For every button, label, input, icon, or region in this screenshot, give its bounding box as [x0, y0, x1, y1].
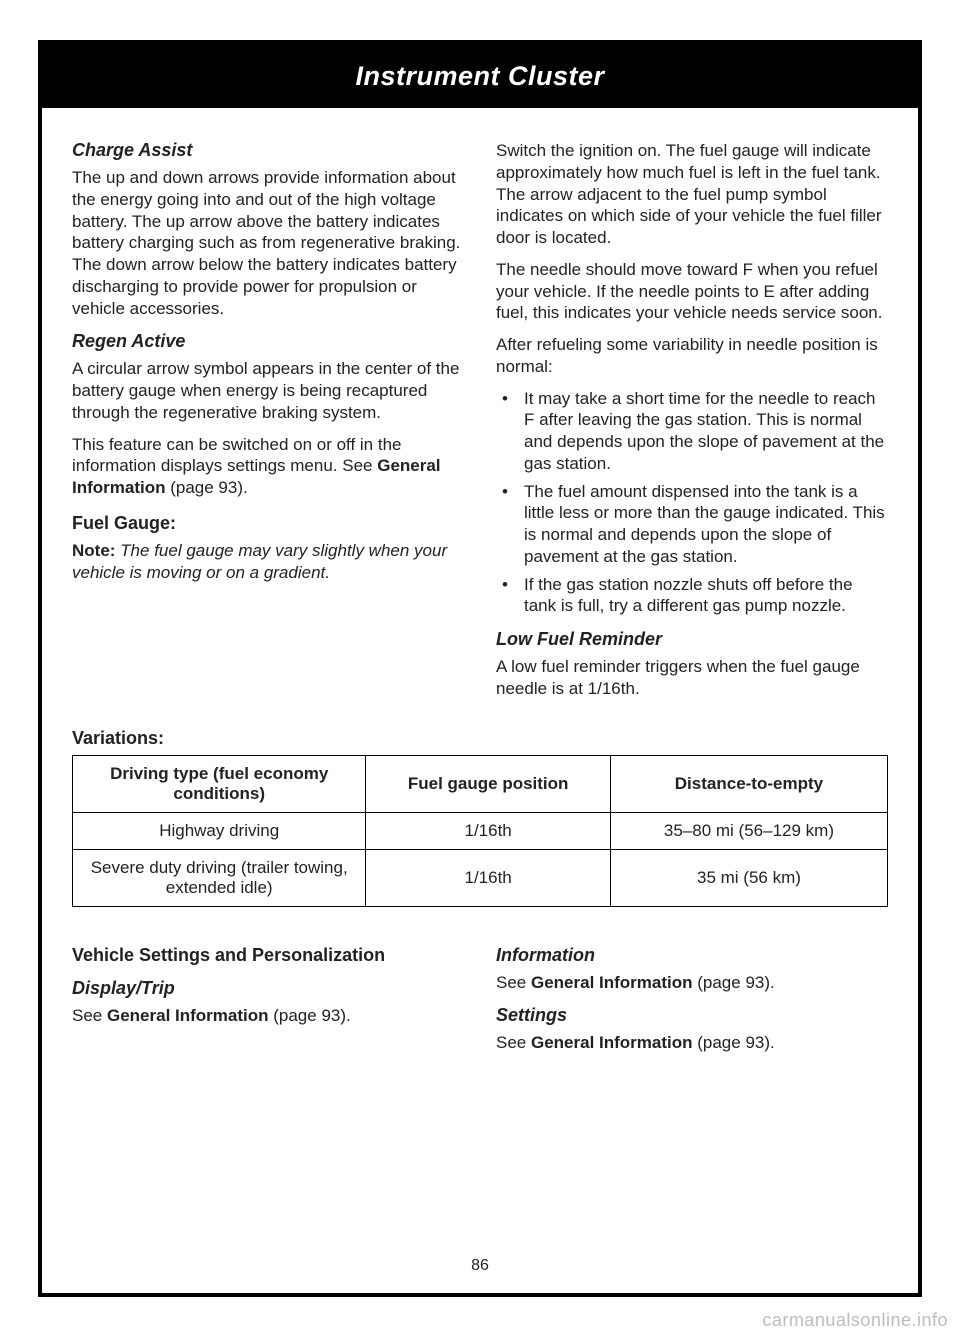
para-display-trip-see: See General Information (page 93). — [72, 1005, 464, 1027]
bullet-item: If the gas station nozzle shuts off befo… — [496, 574, 888, 618]
heading-information: Information — [496, 945, 888, 966]
regen-see-pre: This feature can be switched on or off i… — [72, 435, 402, 476]
top-columns: Charge Assist The up and down arrows pro… — [72, 140, 888, 710]
para-charge-assist: The up and down arrows provide informati… — [72, 167, 464, 319]
see-pre: See — [496, 1033, 531, 1052]
bullet-item: The fuel amount dispensed into the tank … — [496, 481, 888, 568]
bullet-item: It may take a short time for the needle … — [496, 388, 888, 475]
see-pre: See — [496, 973, 531, 992]
see-ref: General Information — [531, 1033, 693, 1052]
para-regen-2: This feature can be switched on or off i… — [72, 434, 464, 499]
bottom-left-column: Vehicle Settings and Personalization Dis… — [72, 931, 464, 1065]
heading-display-trip: Display/Trip — [72, 978, 464, 999]
table-cell: 1/16th — [366, 849, 611, 906]
para-settings-see: See General Information (page 93). — [496, 1032, 888, 1054]
table-cell: 35 mi (56 km) — [610, 849, 887, 906]
page-number: 86 — [42, 1257, 918, 1275]
heading-charge-assist: Charge Assist — [72, 140, 464, 161]
para-low-fuel: A low fuel reminder triggers when the fu… — [496, 656, 888, 700]
table-header-cell: Fuel gauge position — [366, 755, 611, 812]
heading-vehicle-settings: Vehicle Settings and Personalization — [72, 945, 464, 966]
page-frame: Instrument Cluster Charge Assist The up … — [38, 40, 922, 1297]
see-ref: General Information — [107, 1006, 269, 1025]
para-information-see: See General Information (page 93). — [496, 972, 888, 994]
table-header-cell: Distance-to-empty — [610, 755, 887, 812]
variations-table: Driving type (fuel economy conditions) F… — [72, 755, 888, 907]
heading-fuel-gauge: Fuel Gauge: — [72, 513, 464, 534]
para-right-3: After refueling some variability in need… — [496, 334, 888, 378]
watermark: carmanualsonline.info — [762, 1310, 948, 1331]
see-ref: General Information — [531, 973, 693, 992]
bottom-columns: Vehicle Settings and Personalization Dis… — [72, 931, 888, 1065]
table-row: Severe duty driving (trailer towing, ext… — [73, 849, 888, 906]
page-title: Instrument Cluster — [355, 61, 604, 92]
table-cell: 35–80 mi (56–129 km) — [610, 812, 887, 849]
content-area: Charge Assist The up and down arrows pro… — [72, 140, 888, 1237]
heading-regen-active: Regen Active — [72, 331, 464, 352]
note-lead: Note: — [72, 541, 115, 560]
table-cell: Severe duty driving (trailer towing, ext… — [73, 849, 366, 906]
table-cell: Highway driving — [73, 812, 366, 849]
heading-variations: Variations: — [72, 728, 888, 749]
heading-settings: Settings — [496, 1005, 888, 1026]
variations-block: Variations: Driving type (fuel economy c… — [72, 728, 888, 907]
regen-see-post: (page 93). — [166, 478, 248, 497]
header-bar: Instrument Cluster — [42, 44, 918, 108]
see-post: (page 93). — [693, 1033, 775, 1052]
left-column: Charge Assist The up and down arrows pro… — [72, 140, 464, 710]
note-body: The fuel gauge may vary slightly when yo… — [72, 541, 447, 582]
heading-low-fuel: Low Fuel Reminder — [496, 629, 888, 650]
bullet-list: It may take a short time for the needle … — [496, 388, 888, 618]
see-pre: See — [72, 1006, 107, 1025]
para-right-2: The needle should move toward F when you… — [496, 259, 888, 324]
para-fuel-note: Note: The fuel gauge may vary slightly w… — [72, 540, 464, 584]
bottom-right-column: Information See General Information (pag… — [496, 931, 888, 1065]
table-header-row: Driving type (fuel economy conditions) F… — [73, 755, 888, 812]
right-column: Switch the ignition on. The fuel gauge w… — [496, 140, 888, 710]
para-right-1: Switch the ignition on. The fuel gauge w… — [496, 140, 888, 249]
table-header-cell: Driving type (fuel economy conditions) — [73, 755, 366, 812]
para-regen-1: A circular arrow symbol appears in the c… — [72, 358, 464, 423]
table-cell: 1/16th — [366, 812, 611, 849]
see-post: (page 93). — [269, 1006, 351, 1025]
see-post: (page 93). — [693, 973, 775, 992]
table-row: Highway driving 1/16th 35–80 mi (56–129 … — [73, 812, 888, 849]
